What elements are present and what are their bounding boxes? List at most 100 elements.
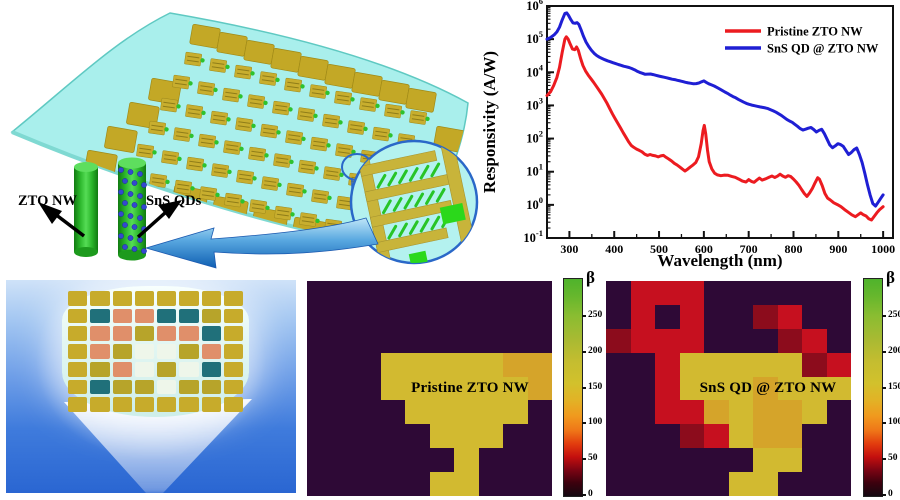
device-pixel [134, 308, 154, 324]
heatmap-snsqd-label: SnS QD @ ZTO NW [699, 380, 837, 396]
device-cell [297, 107, 318, 122]
heatmap-cell [405, 352, 430, 377]
heatmap-cell [429, 304, 454, 329]
heatmap-cell [331, 352, 356, 377]
y-tick-label: 104 [526, 62, 544, 79]
heatmap-cell [826, 376, 851, 401]
x-tick-label: 500 [650, 242, 668, 256]
device-pixel [223, 361, 243, 377]
heatmap-cell [753, 448, 778, 473]
colorbar-ticks: 0 50 100 150 200 250 [882, 278, 900, 499]
device-pixel [223, 379, 243, 395]
heatmap-cell [802, 448, 827, 473]
heatmap-cell [405, 304, 430, 329]
heatmap-cell [405, 400, 430, 425]
heatmap-cell [454, 376, 479, 401]
device-pixel [179, 326, 199, 342]
colorbar-tick [882, 386, 886, 389]
device-cell [209, 58, 230, 73]
heatmap-cell [356, 424, 381, 449]
heatmap-cell [307, 304, 332, 329]
heatmap-cell [478, 400, 503, 425]
device-cell [224, 192, 245, 208]
heatmap-cell [606, 472, 631, 496]
heatmap-cell [454, 400, 479, 425]
qd-dot [118, 189, 124, 195]
heatmap-cell [826, 424, 851, 449]
device-cell [222, 87, 243, 103]
heatmap-cell [478, 424, 503, 449]
heatmap-cell [307, 472, 332, 496]
x-tick-label: 900 [829, 242, 847, 256]
device-pixel [134, 379, 154, 395]
x-tick-label: 600 [695, 242, 713, 256]
qd-dot [141, 248, 147, 254]
heatmap-cell [503, 472, 528, 496]
gold-pad [104, 125, 138, 153]
heatmap-cell [380, 281, 405, 305]
heatmap-cell [356, 472, 381, 496]
qd-dot [118, 233, 124, 239]
device-cell [335, 143, 356, 158]
curve-snsqd [545, 11, 885, 208]
heatmap-cell [753, 400, 778, 425]
device-cell [173, 127, 194, 142]
zto-nanowire [74, 162, 98, 257]
heatmap-cell [356, 304, 381, 329]
device-pixel [157, 379, 177, 395]
heatmap-cell [777, 281, 802, 305]
device-pixel [157, 361, 177, 377]
device-pixel [90, 361, 110, 377]
heatmap-cell [307, 352, 332, 377]
device-pixel [134, 344, 154, 359]
qd-dot [127, 213, 134, 219]
qd-dot [137, 171, 143, 177]
heatmap-cell [753, 376, 778, 401]
device-cell [334, 90, 355, 106]
heatmap-cell [704, 472, 729, 496]
device-cell [161, 150, 182, 165]
flexible-device [62, 286, 249, 417]
device-cell [172, 74, 193, 90]
heatmap-cell [679, 304, 704, 329]
device-pixel [90, 291, 110, 306]
heatmap-cell [527, 448, 552, 473]
device-pixel [201, 379, 221, 395]
heatmap-cell [527, 400, 552, 425]
y-tick-label: 106 [526, 0, 543, 13]
heatmap-cell [802, 424, 827, 449]
device-pixel [201, 397, 221, 412]
device-pixel [179, 397, 199, 412]
heatmap-cell [380, 448, 405, 473]
heatmap-cell [331, 424, 356, 449]
heatmap-cell [704, 400, 729, 425]
heatmap-cell [728, 304, 753, 329]
device-cell [235, 117, 256, 132]
device-pixel [68, 397, 88, 412]
device-cell [298, 159, 319, 175]
heatmap-cell [777, 328, 802, 353]
heatmap-snsqd [606, 281, 851, 496]
heatmap-cell [704, 304, 729, 329]
heatmap-cell [503, 304, 528, 329]
zoom-arrow [144, 217, 379, 269]
heatmap-cell [380, 376, 405, 401]
heatmap-cell [728, 376, 753, 401]
heatmap-cell [503, 328, 528, 353]
qd-dot [131, 202, 138, 208]
heatmap-cell [478, 376, 503, 401]
heatmap-cell [630, 448, 655, 473]
heatmap-cell [777, 448, 802, 473]
device-pixel [223, 326, 243, 342]
device-pixel [68, 361, 88, 377]
heatmap-cell [503, 448, 528, 473]
heatmap-cell [777, 304, 802, 329]
qd-dot [122, 222, 128, 228]
heatmap-cell [826, 352, 851, 377]
device-pixel [112, 344, 132, 359]
green-pad [439, 202, 466, 225]
device-cell [285, 130, 306, 145]
heatmap-cell [307, 424, 332, 449]
device-cell [311, 189, 332, 204]
heatmap-cell [753, 304, 778, 329]
